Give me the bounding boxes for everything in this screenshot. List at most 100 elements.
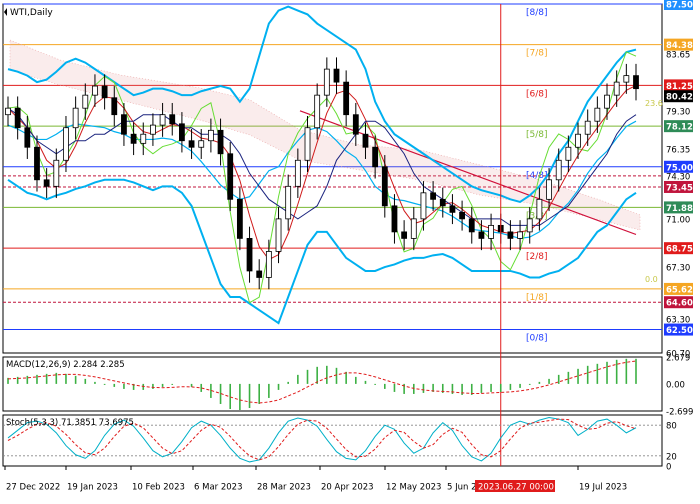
time-axis: 27 Dec 2022 19 Jan 2023 10 Feb 2023 6 Mar 2…: [4, 466, 627, 493]
candle-body: [584, 120, 591, 135]
candle-body: [362, 133, 369, 148]
time-tick-label: 19 Jul 2023: [579, 483, 627, 493]
price-tick-label: 60.70: [666, 350, 690, 360]
price-tag: [664, 201, 693, 214]
candle-body: [236, 198, 243, 239]
murrey-label: [8/8]: [526, 8, 548, 18]
price-tag-text: 78.12: [666, 123, 693, 133]
candle-body: [43, 179, 50, 187]
candle-body: [294, 159, 301, 187]
price-tick-label: 79.30: [666, 107, 690, 117]
candle-body: [5, 107, 11, 116]
stoch-tick-label: 0: [666, 463, 671, 473]
price-tag: [664, 120, 693, 133]
candle-body: [130, 133, 137, 144]
murrey-label: [0/8]: [526, 334, 548, 344]
price-tag-text: 80.42: [666, 93, 693, 103]
price-tag: [664, 90, 693, 103]
stoch-tick-label: 20: [666, 452, 677, 462]
candle-body: [517, 231, 523, 239]
time-tick-label: 19 Jan 2023: [67, 483, 118, 493]
candle-body: [275, 218, 282, 252]
candle-body: [323, 68, 330, 96]
candle-body: [285, 185, 292, 220]
time-marker-tag: [475, 480, 555, 492]
price-tag-text: 68.75: [666, 245, 693, 255]
candle-body: [613, 81, 620, 96]
stoch-title: Stoch(5,3,3) 71.3851 73.6975: [6, 418, 134, 428]
candle-body: [420, 192, 427, 220]
macd-tick-label: 0.00: [666, 380, 685, 390]
candle-body: [633, 75, 639, 90]
candle-body: [594, 107, 601, 122]
candle-body: [72, 107, 79, 129]
candle-body: [265, 251, 272, 278]
murrey-label: [2/8]: [526, 252, 548, 262]
candle-body: [314, 94, 321, 129]
candle-body: [488, 224, 494, 239]
candle-body: [246, 238, 253, 272]
ichimoku-cloud: [9, 39, 641, 231]
price-tag: [664, 0, 693, 10]
candle-body: [82, 94, 89, 109]
chart-title: WTI,Daily: [10, 8, 53, 18]
time-tick-label: 20 Apr 2023: [321, 483, 374, 493]
price-tag: [664, 282, 693, 295]
price-tag-text: 81.25: [666, 82, 693, 92]
price-tick-label: 83.65: [666, 51, 690, 61]
price-tag-text: 62.50: [666, 326, 693, 336]
macd-tick-label: 2.679: [666, 354, 690, 364]
candle-body: [623, 75, 630, 83]
stochastic-panel: [2, 414, 663, 467]
bollinger-middle-line: [7, 120, 637, 240]
candle-body: [507, 231, 514, 239]
fib-label: 0.0: [645, 275, 658, 284]
candle-body: [526, 218, 533, 233]
candle-body: [381, 166, 388, 207]
murrey-label: [5/8]: [526, 130, 548, 140]
price-tag: [664, 296, 693, 309]
price-tag: [664, 180, 693, 193]
candle-body: [24, 127, 31, 148]
fib-label: 23.6: [645, 99, 663, 108]
candle-body: [207, 129, 214, 142]
price-tick-label: 71.00: [666, 215, 690, 225]
candle-body: [555, 159, 562, 181]
candles: [5, 57, 639, 290]
candle-body: [536, 198, 543, 220]
price-tag-text: 64.60: [666, 299, 693, 309]
candle-body: [478, 231, 485, 239]
price-tag: [664, 323, 693, 336]
lagging-span-line: [7, 51, 637, 304]
candle-body: [430, 192, 437, 200]
price-tag-text: 75.00: [666, 163, 693, 173]
candle-body: [53, 159, 60, 187]
candle-body: [304, 127, 311, 161]
candle-body: [227, 153, 234, 200]
candle-body: [352, 114, 359, 135]
stoch-tick-label: 80: [666, 422, 677, 432]
candle-body: [14, 107, 21, 129]
time-tick-label: 10 Feb 2023: [132, 483, 185, 493]
candle-body: [449, 205, 456, 213]
candle-body: [391, 205, 398, 233]
price-tag: [664, 160, 693, 173]
candle-body: [92, 85, 98, 96]
candle-body: [150, 124, 156, 135]
candle-body: [333, 68, 340, 83]
candle-body: [575, 133, 581, 148]
price-tag: [664, 79, 693, 92]
title-arrow-icon: [4, 8, 7, 16]
murrey-label: [7/8]: [526, 49, 548, 59]
time-tick-label: 12 May 2023: [386, 483, 441, 493]
murrey-label: [6/8]: [526, 89, 548, 99]
candle-body: [121, 114, 127, 135]
price-tick-label: 76.35: [666, 146, 690, 156]
macd-title: MACD(12,26,9) 2.284 2.285: [6, 360, 125, 370]
candle-body: [439, 198, 446, 207]
candle-body: [34, 146, 40, 181]
candle-body: [410, 218, 417, 239]
